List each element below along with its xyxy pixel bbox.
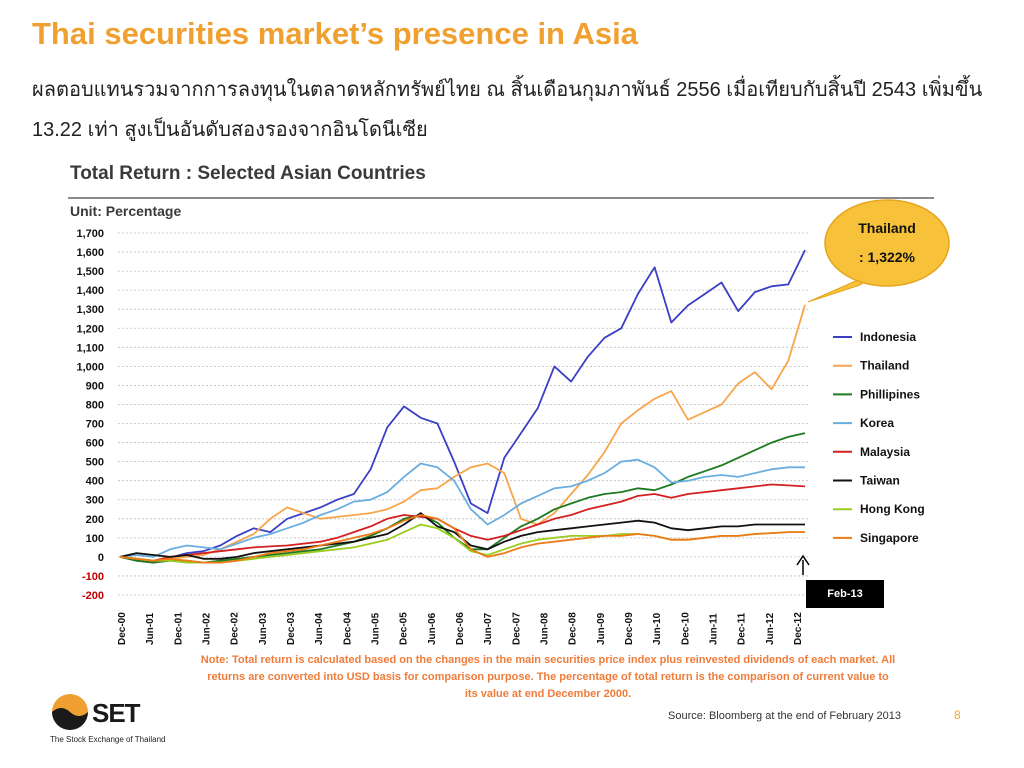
x-tick-label: Jun-02 [202, 612, 213, 645]
x-tick-label: Dec-08 [568, 612, 579, 645]
y-tick-label: 100 [86, 533, 104, 545]
x-tick-label: Dec-03 [286, 612, 297, 645]
unit-label: Unit: Percentage [70, 203, 182, 219]
x-tick-label: Jun-05 [371, 612, 382, 645]
legend: Indonesia Thailand Phillipines Korea Malaysi… [833, 330, 925, 545]
title-divider [68, 197, 934, 199]
y-tick-label: 1,400 [76, 285, 104, 297]
x-tick-label: Dec-00 [117, 612, 128, 645]
grid [118, 232, 808, 596]
callout-text: Thailand : 1,322% [826, 214, 948, 272]
legend-label: Hong Kong [860, 502, 925, 516]
slide-subtitle: ผลตอบแทนรวมจากการลงทุนในตลาดหลักทรัพย์ไท… [32, 79, 983, 141]
y-tick-label: 1,300 [76, 304, 104, 316]
legend-label: Taiwan [860, 474, 900, 488]
legend-label: Phillipines [860, 387, 920, 401]
x-tick-label: Dec-06 [455, 612, 466, 645]
x-tick-label: Dec-07 [511, 612, 522, 645]
y-tick-label: 0 [98, 552, 104, 564]
y-tick-label: 500 [86, 457, 104, 469]
series-line-thailand [119, 304, 806, 564]
x-tick-label: Dec-02 [230, 612, 241, 645]
legend-label: Indonesia [860, 330, 916, 344]
y-tick-label: 1,000 [76, 361, 104, 373]
logo-text: SET [92, 698, 141, 728]
y-tick-label: -200 [82, 590, 104, 602]
page-number: 8 [954, 708, 961, 722]
y-tick-label: 1,100 [76, 342, 104, 354]
x-tick-label: Jun-11 [709, 613, 720, 645]
x-tick-label: Dec-11 [737, 612, 748, 645]
series-line-taiwan [119, 512, 805, 560]
y-tick-label: 1,500 [76, 266, 104, 278]
y-tick-label: 1,200 [76, 323, 104, 335]
x-tick-label: Dec-12 [793, 612, 804, 645]
callout-title: Thailand [858, 220, 916, 236]
legend-label: Korea [860, 416, 894, 430]
chart-title: Total Return : Selected Asian Countries [70, 163, 426, 184]
thailand-callout [807, 199, 950, 303]
source-text: Source: Bloomberg at the end of February… [668, 710, 901, 722]
slide-title: Thai securities market’s presence in Asi… [32, 16, 638, 51]
x-tick-label: Jun-08 [540, 612, 551, 645]
y-tick-label: -100 [82, 571, 104, 583]
set-logo-icon [52, 694, 88, 730]
x-tick-label: Dec-10 [680, 612, 691, 645]
y-tick-label: 400 [86, 476, 104, 488]
x-tick-label: Jun-03 [258, 612, 269, 645]
y-tick-label: 900 [86, 380, 104, 392]
legend-label: Thailand [860, 359, 909, 373]
end-date-marker: Feb-13 [806, 580, 884, 608]
series-line-korea [119, 458, 805, 558]
y-tick-label: 1,700 [76, 228, 104, 240]
x-tick-label: Jun-12 [765, 612, 776, 645]
x-tick-label: Jun-10 [652, 612, 663, 645]
x-tick-label: Jun-06 [427, 612, 438, 645]
x-axis-ticks: Dec-00 Jun-01 Dec-01 Jun-02 Dec-02 Jun-03 Dec-… [117, 612, 804, 645]
footnote: Note: Total return is calculated based o… [200, 654, 896, 700]
x-tick-label: Dec-01 [173, 612, 184, 645]
series-lines [119, 249, 806, 564]
y-tick-label: 300 [86, 495, 104, 507]
legend-label: Singapore [860, 531, 919, 545]
x-tick-label: Dec-09 [624, 612, 635, 645]
x-tick-label: Dec-04 [342, 612, 353, 645]
x-tick-label: Dec-05 [399, 612, 410, 645]
logo-tagline: The Stock Exchange of Thailand [50, 735, 166, 744]
x-tick-label: Jun-04 [314, 612, 325, 645]
x-tick-label: Jun-09 [596, 612, 607, 645]
legend-label: Malaysia [860, 445, 910, 459]
y-tick-label: 700 [86, 419, 104, 431]
end-marker-arrow [796, 554, 810, 575]
y-axis-ticks: -200 -100 0 100 200 300 400 500 600 700 800 900 1,00… [76, 228, 104, 602]
y-tick-label: 800 [86, 399, 104, 411]
y-tick-label: 600 [86, 438, 104, 450]
series-line-singapore [119, 514, 805, 564]
callout-value: : 1,322% [858, 249, 916, 265]
x-tick-label: Jun-07 [483, 612, 494, 645]
series-line-indonesia [119, 249, 806, 564]
y-tick-label: 1,600 [76, 247, 104, 259]
x-tick-label: Jun-01 [145, 612, 156, 645]
series-line-malaysia [119, 483, 806, 562]
callout-bubble [824, 199, 950, 287]
y-tick-label: 200 [86, 514, 104, 526]
